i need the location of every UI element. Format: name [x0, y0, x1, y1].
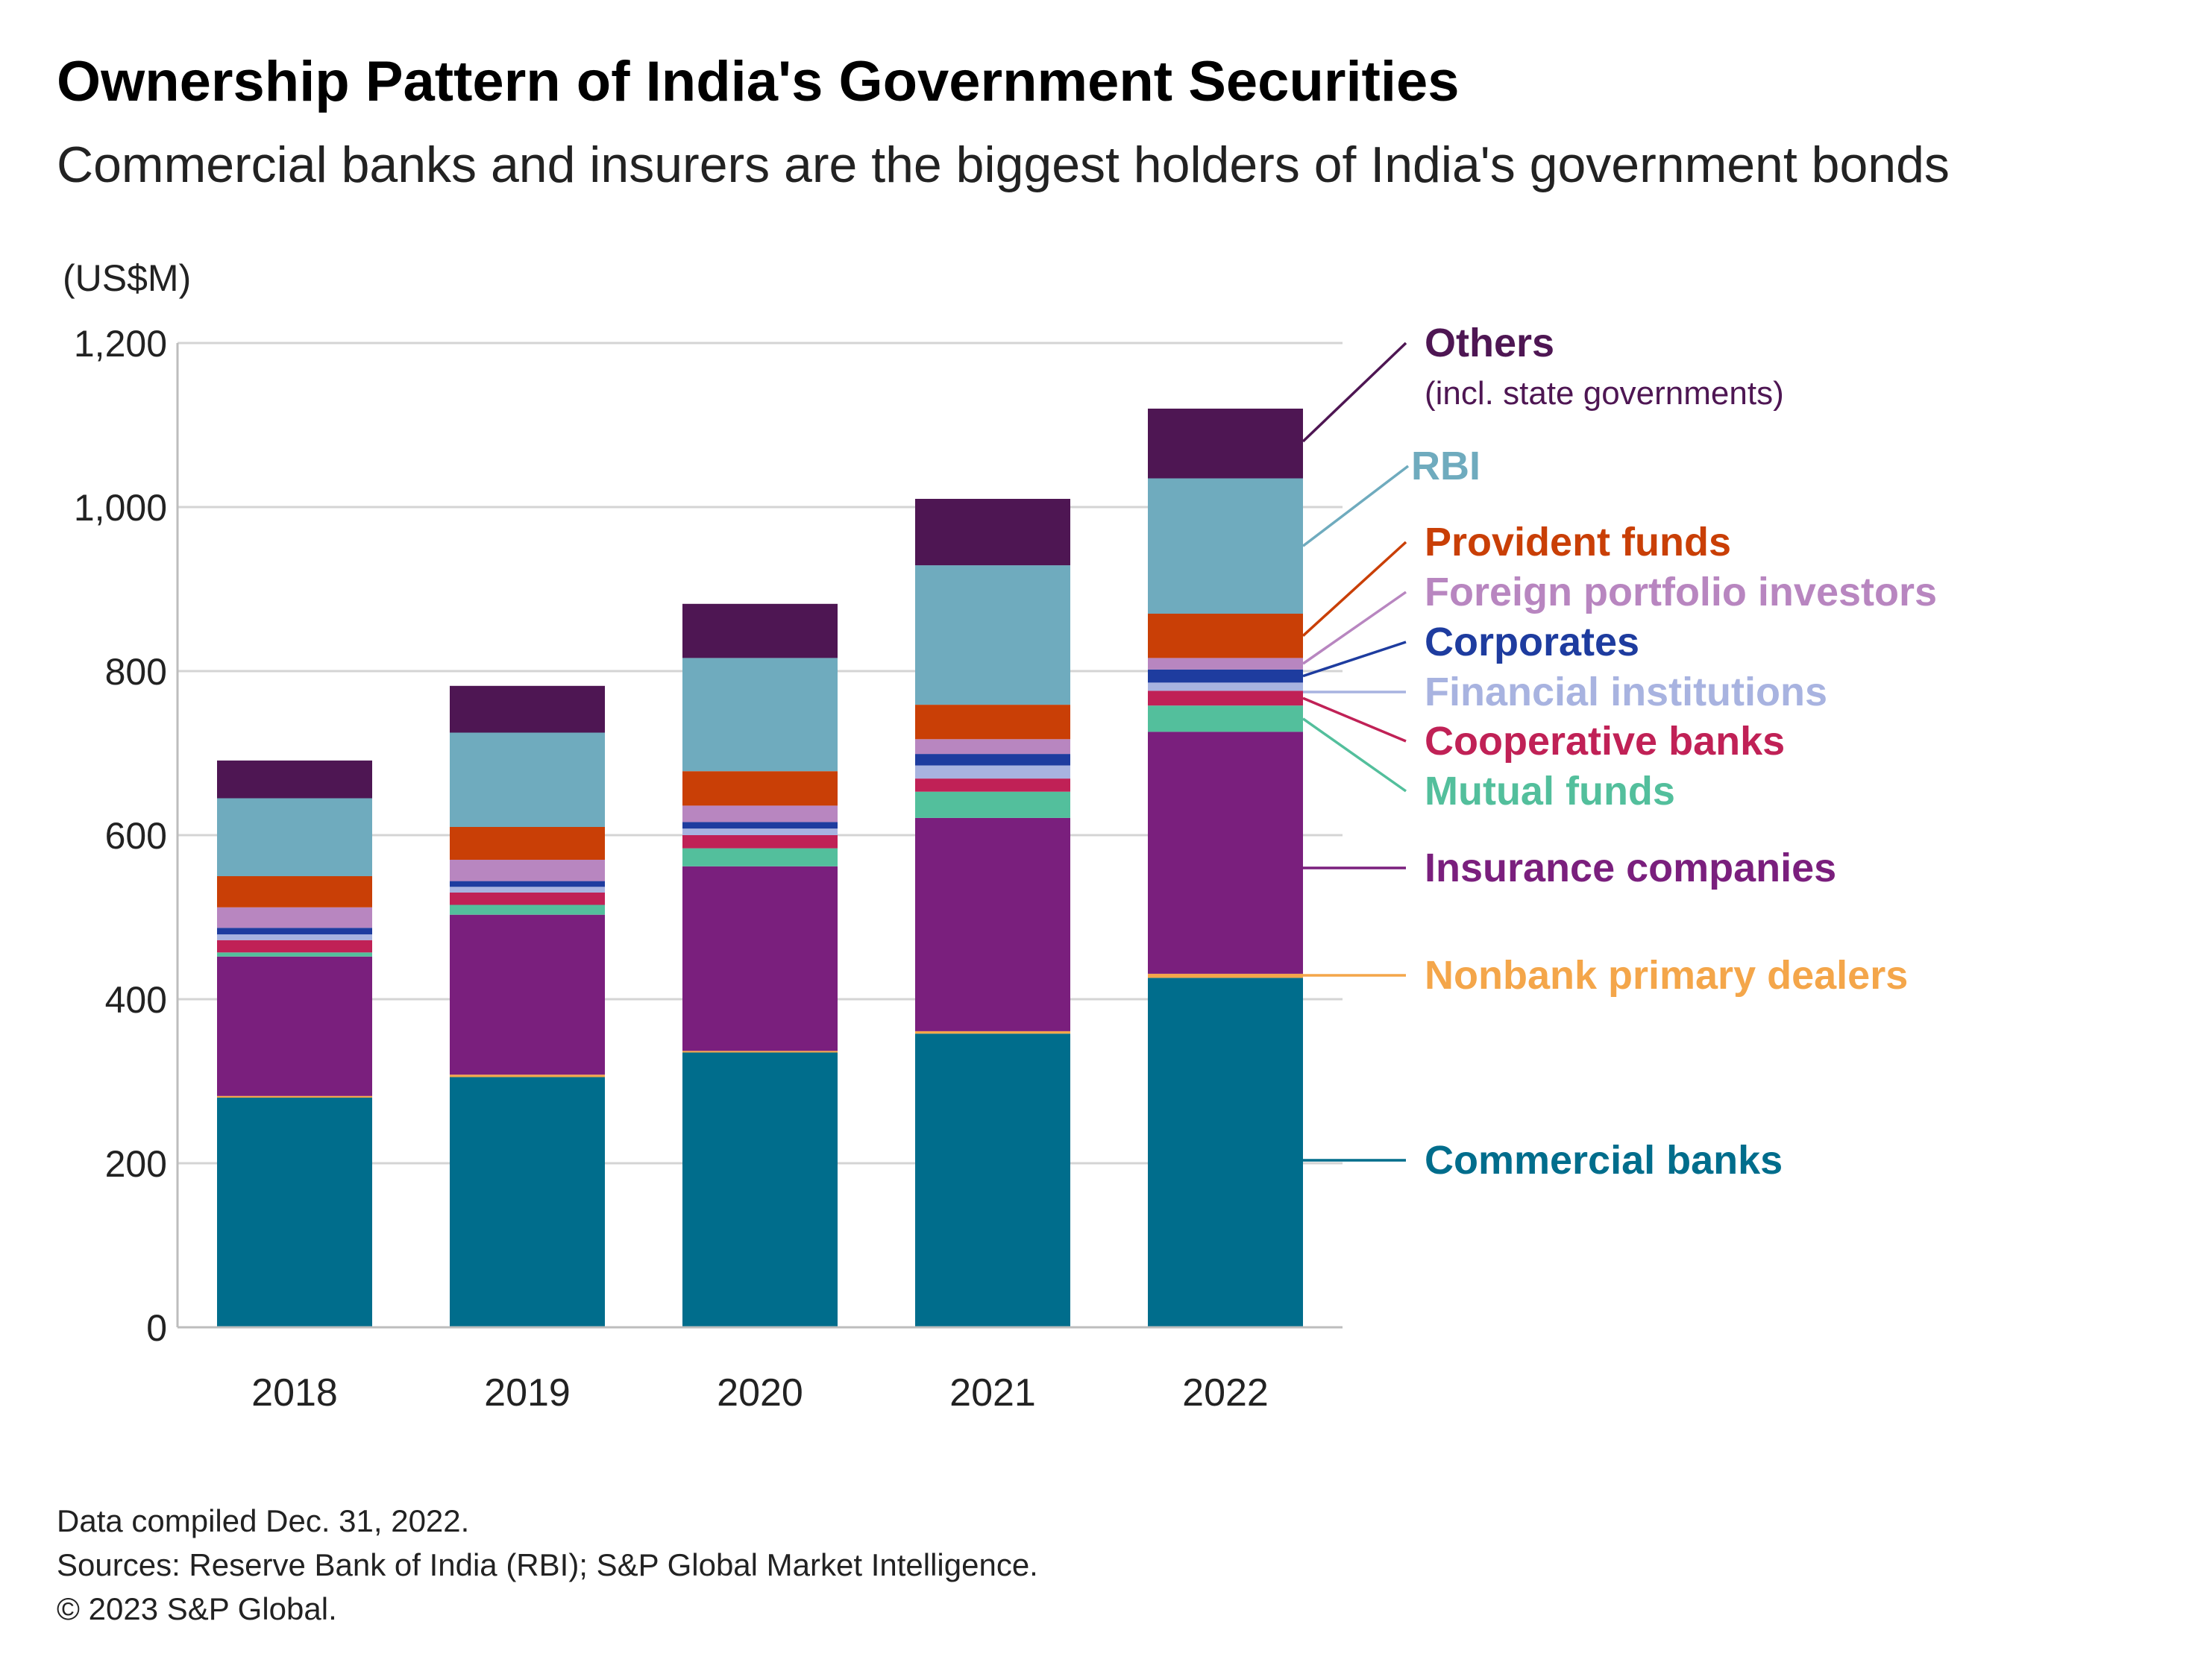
bar-segment	[450, 905, 605, 915]
bar-segment	[682, 603, 838, 658]
x-tick-label: 2022	[1182, 1371, 1269, 1415]
bar-segment	[217, 952, 372, 957]
chart-title: Ownership Pattern of India's Government …	[57, 50, 1460, 113]
bar-segment	[682, 848, 838, 866]
bar-segment	[450, 1075, 605, 1077]
bar-segment	[1148, 690, 1303, 706]
legend-label: Corporates	[1425, 620, 1639, 664]
footnote-copyright: © 2023 S&P Global.	[57, 1591, 337, 1626]
legend-label: Financial institutions	[1425, 670, 1827, 714]
bar-segment	[217, 1095, 372, 1098]
bar-segment	[217, 928, 372, 935]
bar-segment	[915, 817, 1070, 1031]
bar-segment	[682, 828, 838, 835]
bar-segment	[217, 940, 372, 953]
footnote-date: Data compiled Dec. 31, 2022.	[57, 1503, 470, 1538]
axes: (US$M) 0 200 400 600 800 1,000 1,200 2018 2019 202…	[63, 257, 1343, 1415]
bar-segment	[450, 860, 605, 881]
bar-segment	[1148, 973, 1303, 978]
legend-leader-line	[1301, 465, 1410, 547]
footnotes: Data compiled Dec. 31, 2022. Sources: Re…	[57, 1499, 1038, 1631]
legend-label: Commercial banks	[1425, 1138, 1783, 1183]
bar-segment	[217, 956, 372, 1096]
y-tick-label: 600	[105, 815, 167, 857]
legend-label: RBI	[1411, 444, 1480, 488]
legend-label: Insurance companies	[1425, 846, 1836, 890]
bar-segment	[682, 805, 838, 822]
bar-segment	[1148, 478, 1303, 614]
y-tick-label: 400	[105, 979, 167, 1021]
y-tick-label: 200	[105, 1143, 167, 1185]
bar-segment	[915, 739, 1070, 755]
stacked-bar-chart: (US$M) 0 200 400 600 800 1,000 1,200 2018 2019 202…	[63, 257, 1937, 1415]
y-tick-label: 1,200	[74, 323, 167, 365]
footnote-sources: Sources: Reserve Bank of India (RBI); S&…	[57, 1547, 1038, 1582]
bar-segment	[217, 760, 372, 799]
bar-segment	[217, 907, 372, 928]
bar-segment	[682, 822, 838, 829]
bar-segment	[915, 499, 1070, 566]
bar-segment	[915, 778, 1070, 792]
bar-segment	[1148, 669, 1303, 683]
y-tick-label: 1,000	[74, 487, 167, 529]
legend-leader-line	[1301, 591, 1407, 665]
bar-segment	[1148, 658, 1303, 670]
y-tick-label: 800	[105, 651, 167, 693]
legend-leader-line	[1301, 541, 1407, 637]
bar-segment	[915, 754, 1070, 766]
legend-leader-line	[1301, 717, 1407, 793]
bar-segment	[217, 1098, 372, 1327]
bar-segment	[450, 1077, 605, 1327]
bar-segment	[915, 765, 1070, 779]
bar-segment	[682, 658, 838, 772]
bar-segment	[915, 565, 1070, 705]
bar-segment	[450, 827, 605, 860]
y-axis-unit-label: (US$M)	[63, 257, 191, 299]
legend-label: Mutual funds	[1425, 769, 1675, 814]
bar-segment	[217, 798, 372, 876]
bar-segment	[217, 876, 372, 907]
bar-segment	[1148, 978, 1303, 1327]
bar-segment	[682, 1052, 838, 1327]
bar-segment	[915, 705, 1070, 740]
bar-segment	[450, 893, 605, 905]
bar-segment	[450, 887, 605, 893]
bar-segment	[1148, 409, 1303, 479]
bar-segment	[682, 866, 838, 1051]
chart-subtitle: Commercial banks and insurers are the bi…	[57, 136, 1950, 193]
legend: Others (incl. state governments) RBI Provid…	[1301, 321, 1937, 1183]
x-tick-label: 2019	[484, 1371, 571, 1415]
bar-segment	[682, 835, 838, 849]
bar-segment	[915, 791, 1070, 818]
bar-segment	[1148, 614, 1303, 658]
legend-label: Nonbank primary dealers	[1425, 953, 1908, 998]
legend-label: Cooperative banks	[1425, 719, 1785, 764]
bar-segment	[450, 881, 605, 887]
legend-leader-line	[1302, 696, 1407, 743]
legend-leader-line	[1301, 342, 1407, 443]
legend-label: Foreign portfolio investors	[1425, 570, 1937, 614]
bar-segment	[682, 1051, 838, 1053]
bar-segment	[1148, 705, 1303, 732]
legend-leader-line	[1302, 641, 1407, 678]
legend-label: Provident funds	[1425, 520, 1731, 564]
x-tick-label: 2020	[717, 1371, 803, 1415]
bar-segment	[450, 914, 605, 1075]
bar-segment	[450, 685, 605, 733]
y-tick-label: 0	[146, 1307, 167, 1349]
bar-segment	[915, 1031, 1070, 1034]
bar-segment	[1148, 732, 1303, 974]
bar-segment	[682, 771, 838, 806]
x-tick-label: 2021	[949, 1371, 1036, 1415]
bar-segment	[217, 934, 372, 940]
bar-segment	[915, 1034, 1070, 1327]
legend-label: Others	[1425, 321, 1554, 365]
bars	[217, 409, 1303, 1327]
bar-segment	[450, 732, 605, 827]
legend-note: (incl. state governments)	[1425, 375, 1784, 412]
x-tick-label: 2018	[251, 1371, 338, 1415]
bar-segment	[1148, 682, 1303, 691]
